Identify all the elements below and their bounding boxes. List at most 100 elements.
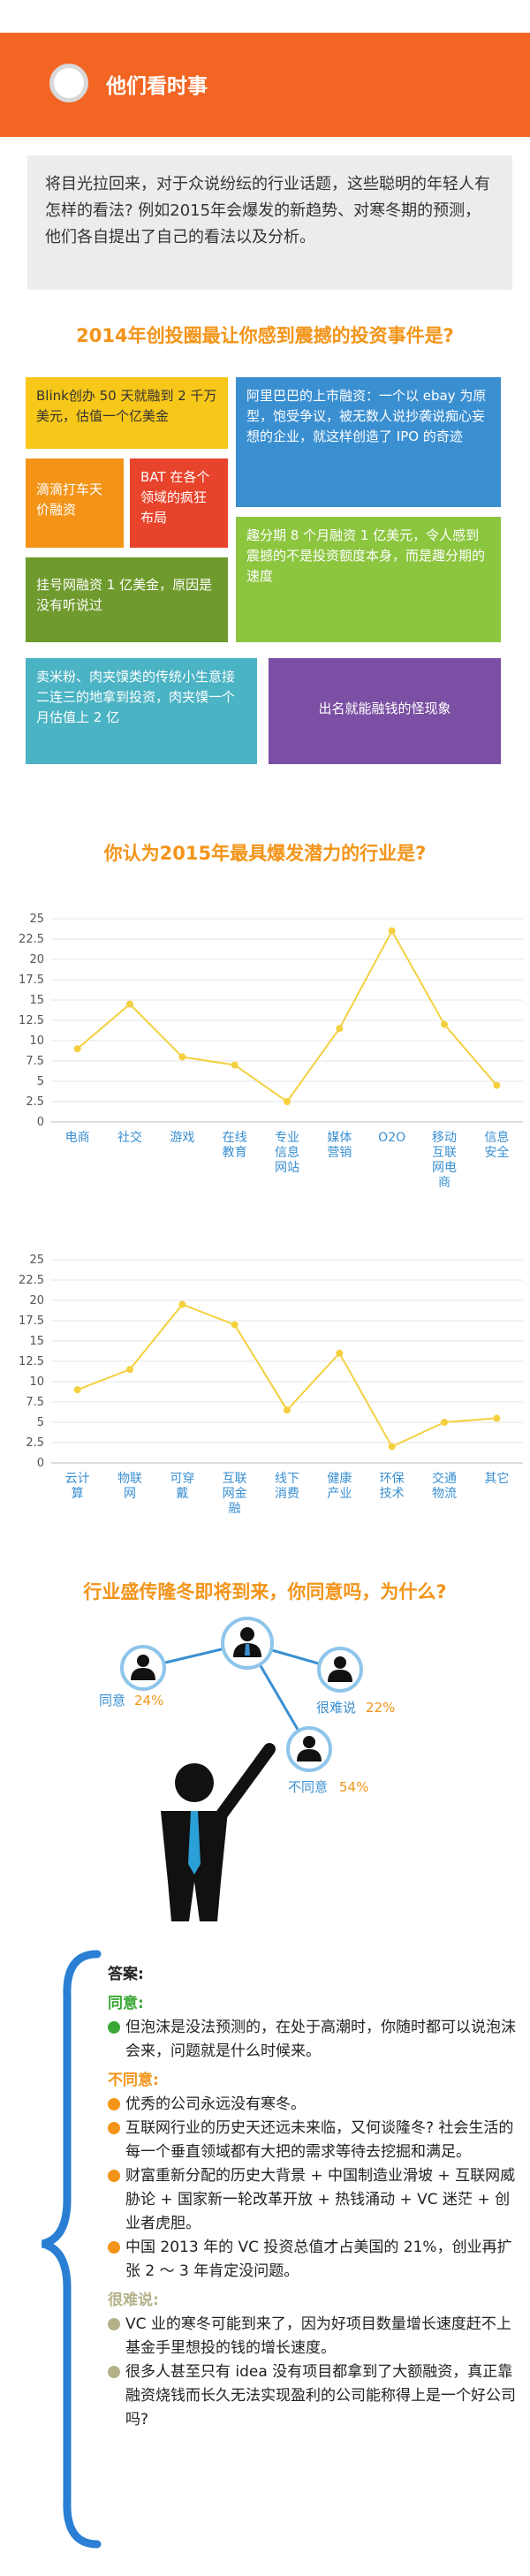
bullet — [108, 2366, 120, 2378]
answer-text: 很多人甚至只有 idea 没有项目都拿到了大额融资，真正靠融资烧钱而长久无法实现… — [125, 2363, 516, 2428]
poll-title: 行业盛传隆冬即将到来，你同意吗，为什么? — [83, 1581, 447, 1602]
bullet — [108, 2122, 120, 2134]
point — [441, 1419, 448, 1426]
x-tick-label: 线下消费 — [275, 1472, 299, 1501]
event-tile: 阿里巴巴的上市融资：一个以 ebay 为原型，饱受争议，被无数人说抄袭说痴心妄想… — [236, 377, 501, 507]
event-tile: Blink创办 50 天就融到 2 千万美元，估值一个亿美金 — [26, 377, 228, 449]
y-tick-label: 7.5 — [26, 1055, 44, 1068]
plot: 0 2.5 5 7.5 10 12.5 15 17.5 20 22.5 25 — [19, 1254, 523, 1470]
point — [126, 1366, 133, 1374]
y-tick-label: 0 — [37, 1116, 44, 1129]
answer-text: 中国 2013 年的 VC 投资总值才占美国的 21%，创业再扩张 2 ～ 3 … — [125, 2239, 512, 2280]
x-tick-label: 信息安全 — [484, 1131, 510, 1160]
answer-item: 但泡沫是没法预测的，在处于高潮时，你随时都可以说泡沫会来，问题就是什么时候来。 — [108, 2016, 516, 2064]
y-tick-label: 5 — [37, 1416, 44, 1429]
x-tick-label: 云计算 — [64, 1472, 90, 1501]
chart: 0 2.5 5 7.5 10 12.5 15 17.5 20 22.5 25 电商 社交 游戏 在线教育 专业… — [0, 901, 530, 1190]
poll-value: 22% — [366, 1700, 395, 1716]
answer-item: VC 业的寒冬可能到来了，因为好项目数量增长速度赶不上基金手里想投的钱的增长速度… — [108, 2313, 516, 2360]
person-icon — [221, 1617, 274, 1670]
person-icon — [120, 1645, 166, 1691]
point — [388, 1443, 396, 1451]
y-tick-label: 10 — [29, 1034, 44, 1048]
x-tick-label: 移动互联网电商 — [432, 1131, 457, 1190]
brace — [41, 1950, 102, 2549]
y-tick-label: 20 — [29, 1294, 44, 1307]
x-tick-label: 游戏 — [170, 1131, 195, 1145]
poll-label: 很难说 — [316, 1700, 356, 1716]
x-tick-label: 互联网金融 — [222, 1472, 247, 1516]
x-tick-label: 可穿戴 — [170, 1472, 195, 1501]
event-tile: 出名就能融钱的怪现象 — [269, 658, 501, 764]
line — [77, 1303, 497, 1448]
y-tick-label: 17.5 — [19, 974, 44, 987]
banner-icon — [49, 64, 88, 102]
event-tile: 挂号网融资 1 亿美金，原因是没有听说过 — [26, 557, 228, 642]
banner-title: 他们看时事 — [106, 75, 208, 98]
point — [73, 1386, 81, 1394]
y-tick-label: 0 — [37, 1457, 44, 1470]
y-tick-label: 15 — [29, 1335, 44, 1348]
bullet — [108, 2318, 120, 2330]
y-tick-label: 17.5 — [19, 1315, 44, 1328]
event-tile: 卖米粉、肉夹馍类的传统小生意接二连三的地拿到投资，肉夹馍一个月估值上 2 亿 — [26, 658, 257, 764]
point — [493, 1081, 501, 1089]
y-tick-label: 25 — [29, 913, 44, 926]
point — [493, 1414, 501, 1422]
presenter — [161, 1743, 276, 1921]
answer-item: 财富重新分配的历史大背景 + 中国制造业滑坡 + 互联网威胁论 + 国家新一轮改… — [108, 2164, 516, 2236]
point — [231, 1061, 238, 1069]
y-tick-label: 2.5 — [26, 1436, 44, 1450]
answer-text: 互联网行业的历史天还远未来临，又何谈隆冬? 社会生活的每一个垂直领域都有大把的需… — [125, 2119, 514, 2161]
x-tick-label: 健康产业 — [327, 1472, 352, 1501]
banner — [0, 33, 530, 137]
answer-group-label: 很难说: — [108, 2292, 159, 2309]
event-tile: BAT 在各个领域的疯狂布局 — [130, 458, 228, 548]
x-tick-label: 专业信息网站 — [275, 1131, 299, 1175]
intro: 将目光拉回来，对于众说纷纭的行业话题，这些聪明的年轻人有怎样的看法? 例如201… — [27, 155, 512, 290]
y-tick-label: 12.5 — [19, 1014, 44, 1027]
x-tick-label: 媒体营销 — [327, 1131, 352, 1160]
bullet — [108, 2021, 120, 2034]
poll-label: 不同意 — [288, 1779, 328, 1795]
answer-item: 互联网行业的历史天还远未来临，又何谈隆冬? 社会生活的每一个垂直领域都有大把的需… — [108, 2117, 516, 2164]
poll-value: 24% — [134, 1693, 163, 1708]
x-tick-label: 物联网 — [117, 1472, 142, 1501]
events-title: 2014年创投圈最让你感到震撼的投资事件是? — [76, 325, 454, 346]
answer-text: 但泡沫是没法预测的，在处于高潮时，你随时都可以说泡沫会来，问题就是什么时候来。 — [125, 2019, 516, 2060]
chart: 0 2.5 5 7.5 10 12.5 15 17.5 20 22.5 25 云计算 物联网 可穿戴 互联网… — [0, 1242, 530, 1525]
y-tick-label: 7.5 — [26, 1396, 44, 1409]
y-tick-label: 15 — [29, 994, 44, 1007]
point — [178, 1300, 186, 1308]
point — [231, 1321, 238, 1329]
event-tile: 趣分期 8 个月融资 1 亿美元，令人感到震撼的不是投资额度本身，而是趣分期的速… — [236, 517, 501, 642]
point — [336, 1025, 344, 1033]
line — [77, 928, 498, 1103]
bullet — [108, 2170, 120, 2182]
bullet — [108, 2241, 120, 2254]
x-tick-label: 在线教育 — [222, 1131, 247, 1160]
point — [126, 1000, 133, 1008]
poll-label: 同意 — [99, 1693, 125, 1708]
point — [388, 927, 396, 935]
answer-group-label: 不同意: — [108, 2072, 159, 2089]
answer-item: 中国 2013 年的 VC 投资总值才占美国的 21%，创业再扩张 2 ～ 3 … — [108, 2236, 516, 2284]
x-tick-label: 环保技术 — [379, 1472, 405, 1501]
x-tick-label: 交通物流 — [432, 1472, 457, 1501]
point — [284, 1406, 291, 1414]
chart-title: 你认为2015年最具爆发潜力的行业是? — [103, 843, 427, 864]
point — [441, 1020, 448, 1028]
y-tick-label: 25 — [29, 1254, 44, 1267]
y-tick-label: 2.5 — [26, 1095, 44, 1109]
y-tick-label: 22.5 — [19, 933, 44, 946]
answer-text: 优秀的公司永远没有寒冬。 — [125, 2095, 306, 2113]
answer-text: VC 业的寒冬可能到来了，因为好项目数量增长速度赶不上基金手里想投的钱的增长速度… — [125, 2315, 511, 2357]
event-tile: 滴滴打车天价融资 — [26, 458, 124, 548]
x-tick-label: 其它 — [484, 1472, 510, 1486]
y-tick-label: 10 — [29, 1375, 44, 1389]
answer-group-label: 同意: — [108, 1995, 144, 2012]
point — [336, 1349, 344, 1357]
y-tick-label: 20 — [29, 953, 44, 966]
x-tick-label: 电商 — [64, 1131, 90, 1145]
